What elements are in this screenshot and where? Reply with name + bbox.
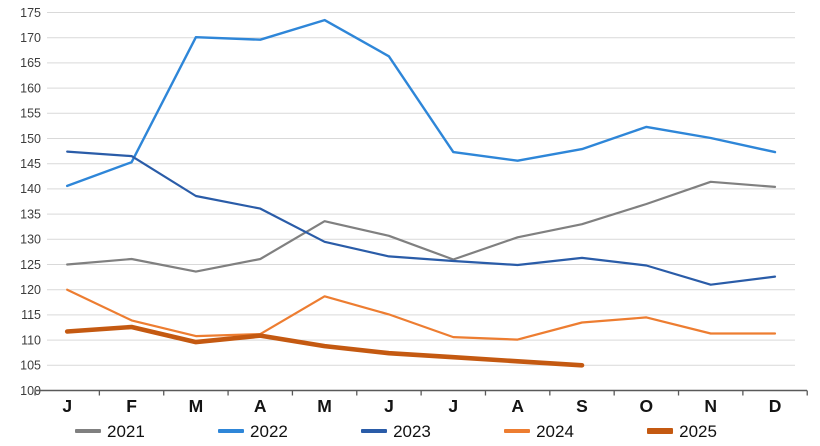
y-tick-label: 125 xyxy=(20,258,41,272)
legend-label-2021: 2021 xyxy=(107,421,145,441)
series-line-2022 xyxy=(65,18,777,188)
month-label-1: J xyxy=(62,396,72,416)
legend-item-2024[interactable]: 2024 xyxy=(504,423,574,440)
month-label-2: F xyxy=(126,396,137,416)
x-axis-group xyxy=(34,389,808,396)
y-tick-label: 175 xyxy=(20,6,41,20)
month-label-3: M xyxy=(189,396,204,416)
legend-label-2025: 2025 xyxy=(679,421,717,441)
y-tick-label: 170 xyxy=(20,31,41,45)
y-tick-label: 100 xyxy=(20,384,41,398)
y-tick-label: 160 xyxy=(20,81,41,95)
y-tick-label: 115 xyxy=(21,308,41,322)
legend-line-swatch-2022 xyxy=(218,429,245,433)
y-tick-label: 120 xyxy=(20,283,41,297)
month-label-11: N xyxy=(704,396,717,416)
month-label-10: O xyxy=(640,396,654,416)
legend-item-2023[interactable]: 2023 xyxy=(361,423,431,440)
series-line-2024 xyxy=(66,288,777,341)
series-line-2025 xyxy=(64,324,585,368)
month-label-7: J xyxy=(448,396,458,416)
y-tick-label: 155 xyxy=(20,107,41,121)
month-label-6: J xyxy=(384,396,394,416)
legend-label-2023: 2023 xyxy=(393,421,431,441)
y-tick-label: 105 xyxy=(20,359,41,373)
month-label-9: S xyxy=(576,396,588,416)
legend-item-2022[interactable]: 2022 xyxy=(218,423,288,440)
legend-line-swatch-2025 xyxy=(647,428,674,434)
y-axis-labels-group: 100 105 110 115 120 125 130 135 140 145 150 155 160 1… xyxy=(20,6,41,398)
y-tick-label: 135 xyxy=(20,207,41,221)
gridlines-group xyxy=(47,12,795,391)
legend-label-2024: 2024 xyxy=(536,421,574,441)
series-line-2023 xyxy=(66,150,777,286)
legend-item-2021[interactable]: 2021 xyxy=(75,423,145,440)
legend: 2021 2022 2023 2024 2025 xyxy=(75,417,717,445)
y-tick-label: 130 xyxy=(20,233,41,247)
month-label-4: A xyxy=(254,396,267,416)
legend-item-2025[interactable]: 2025 xyxy=(647,423,717,440)
y-tick-label: 145 xyxy=(20,157,41,171)
plot-area: 100 105 110 115 120 125 130 135 140 145 150 155 160 1… xyxy=(20,6,808,416)
legend-line-swatch-2024 xyxy=(504,429,531,433)
y-tick-label: 140 xyxy=(20,182,41,196)
legend-label-2022: 2022 xyxy=(250,421,288,441)
y-tick-label: 150 xyxy=(20,132,41,146)
month-label-12: D xyxy=(769,396,782,416)
series-line-2021 xyxy=(66,180,777,273)
month-label-8: A xyxy=(511,396,524,416)
month-label-5: M xyxy=(317,396,332,416)
y-tick-label: 165 xyxy=(20,56,41,70)
y-tick-label: 110 xyxy=(21,333,41,347)
legend-line-swatch-2023 xyxy=(361,429,388,433)
legend-line-swatch-2021 xyxy=(75,429,101,433)
